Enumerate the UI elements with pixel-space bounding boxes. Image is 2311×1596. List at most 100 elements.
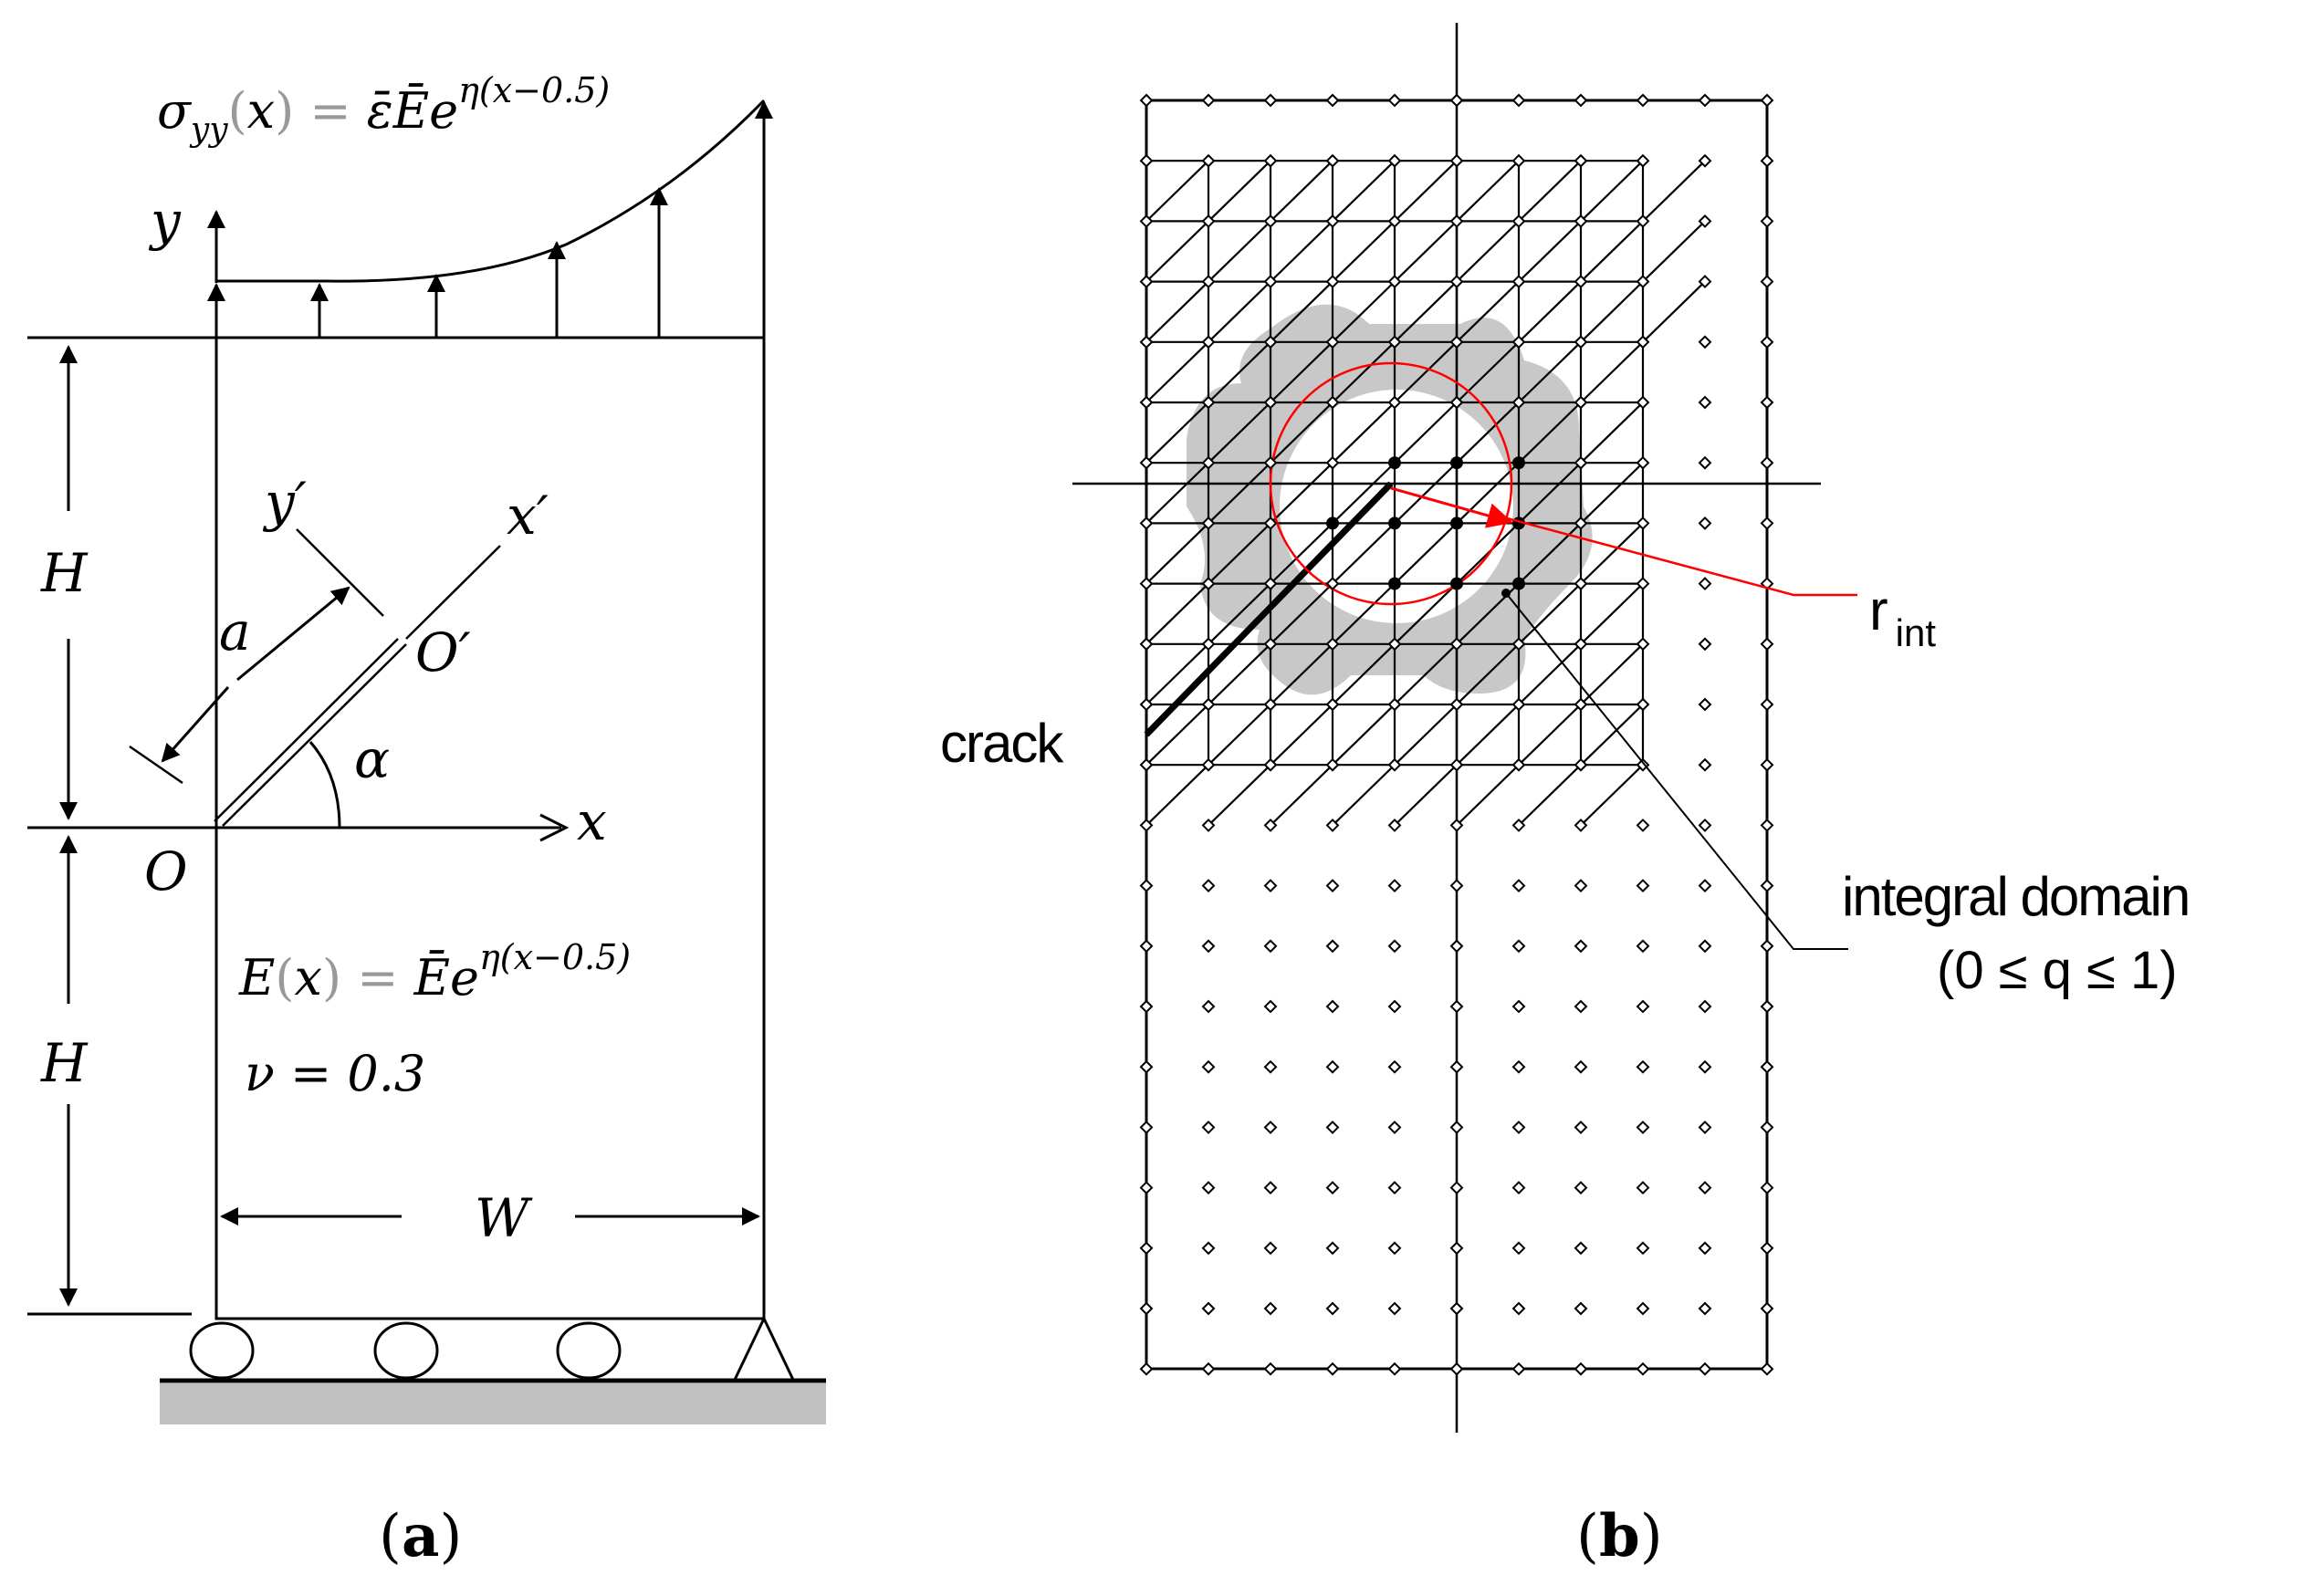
mesh-node bbox=[1325, 1181, 1340, 1195]
mesh-node bbox=[1760, 757, 1774, 772]
mesh-diagonal-line bbox=[1518, 582, 1582, 645]
mesh-node bbox=[1511, 637, 1526, 652]
mesh-diagonal-line bbox=[1145, 402, 1209, 464]
mesh-node bbox=[1325, 1241, 1340, 1256]
x-prime-label: x′ bbox=[507, 485, 549, 547]
mesh-node bbox=[1511, 1181, 1526, 1195]
mesh-diagonal-line bbox=[1145, 522, 1209, 585]
mesh-node bbox=[1698, 999, 1712, 1014]
mesh-node bbox=[1387, 939, 1402, 954]
mesh-diagonal-line bbox=[1270, 643, 1333, 705]
mesh-node bbox=[1263, 697, 1278, 712]
mesh-diagonal-line bbox=[1456, 341, 1520, 403]
mesh-diagonal-line bbox=[1332, 462, 1396, 525]
mesh-node bbox=[1325, 1301, 1340, 1316]
mesh-diagonal-line bbox=[1332, 582, 1396, 645]
mesh-node bbox=[1698, 395, 1712, 410]
mesh-node bbox=[1636, 214, 1650, 228]
mesh-node bbox=[1449, 1120, 1464, 1134]
mesh-node bbox=[1760, 455, 1774, 470]
mesh-node bbox=[1449, 697, 1464, 712]
mesh-node bbox=[1201, 1301, 1216, 1316]
mesh-node bbox=[1698, 1120, 1712, 1134]
mesh-node bbox=[1760, 214, 1774, 228]
mesh-diagonal-line bbox=[1518, 643, 1582, 705]
mesh-node bbox=[1574, 395, 1588, 410]
mesh-node bbox=[1201, 637, 1216, 652]
mesh-node bbox=[1574, 335, 1588, 349]
mesh-diagonal-line bbox=[1456, 643, 1520, 705]
mesh-node bbox=[1325, 577, 1340, 591]
mesh-node bbox=[1139, 999, 1154, 1014]
mesh-node bbox=[1760, 999, 1774, 1014]
mesh-node bbox=[1698, 153, 1712, 168]
mesh-node bbox=[1139, 757, 1154, 772]
mesh-node bbox=[1511, 757, 1526, 772]
radius-arrow bbox=[1390, 486, 1513, 528]
mesh-node bbox=[1325, 818, 1340, 832]
mesh-diagonal-line bbox=[1580, 643, 1644, 705]
mesh-node bbox=[1325, 1361, 1340, 1376]
mesh-node bbox=[1201, 818, 1216, 832]
mesh-diagonal-line bbox=[1270, 220, 1333, 283]
panel-a bbox=[27, 99, 826, 1383]
mesh-diagonal-line bbox=[1145, 462, 1209, 525]
origin-label: O bbox=[144, 840, 188, 902]
mesh-node bbox=[1449, 637, 1464, 652]
mesh-node bbox=[1263, 455, 1278, 470]
caption-a: (a) bbox=[379, 1502, 462, 1570]
mesh-node bbox=[1387, 1301, 1402, 1316]
mesh-node bbox=[1574, 697, 1588, 712]
mesh-node bbox=[1449, 818, 1464, 832]
mesh-node bbox=[1449, 879, 1464, 893]
mesh-node bbox=[1636, 335, 1650, 349]
mesh-node bbox=[1387, 1181, 1402, 1195]
mesh-node bbox=[1263, 818, 1278, 832]
mesh-diagonal-line bbox=[1394, 643, 1458, 705]
mesh-node bbox=[1387, 1120, 1402, 1134]
mesh-node bbox=[1139, 395, 1154, 410]
mesh-node bbox=[1698, 455, 1712, 470]
mesh-node bbox=[1636, 879, 1650, 893]
mesh-node-filled bbox=[1450, 577, 1463, 590]
domain-label-2: (0 ≤ q ≤ 1) bbox=[1937, 941, 2178, 1000]
mesh-node bbox=[1387, 637, 1402, 652]
crack-length-arrow-up bbox=[236, 586, 350, 682]
y-prime-label: y′ bbox=[262, 471, 307, 533]
mesh-node bbox=[1139, 275, 1154, 289]
mesh-node bbox=[1760, 1361, 1774, 1376]
mesh-node bbox=[1387, 395, 1402, 410]
mesh-node bbox=[1387, 335, 1402, 349]
mesh-node bbox=[1636, 637, 1650, 652]
x-axis-label: x bbox=[577, 790, 607, 852]
caption-b: (b) bbox=[1576, 1502, 1663, 1570]
mesh-node bbox=[1636, 999, 1650, 1014]
mesh-node bbox=[1263, 275, 1278, 289]
mesh-node bbox=[1325, 455, 1340, 470]
mesh-node bbox=[1139, 879, 1154, 893]
mesh-node bbox=[1325, 697, 1340, 712]
mesh-node bbox=[1574, 999, 1588, 1014]
mesh-diagonal-line bbox=[1580, 160, 1644, 223]
mesh-diagonal-line bbox=[1456, 764, 1520, 827]
mesh-diagonal-line bbox=[1394, 220, 1458, 283]
mesh-node bbox=[1263, 879, 1278, 893]
mesh-node bbox=[1698, 1301, 1712, 1316]
mesh-diagonal-line bbox=[1456, 704, 1520, 766]
mesh-node bbox=[1574, 1059, 1588, 1074]
mesh-node bbox=[1449, 153, 1464, 168]
mesh-node bbox=[1139, 455, 1154, 470]
mesh-node bbox=[1263, 577, 1278, 591]
ground bbox=[160, 1383, 826, 1424]
mesh-node bbox=[1636, 939, 1650, 954]
mesh-diagonal-line bbox=[1518, 160, 1582, 223]
mesh-diagonal-line bbox=[1518, 704, 1582, 766]
mesh-diagonal-line bbox=[1580, 341, 1644, 403]
mesh-node bbox=[1636, 697, 1650, 712]
mesh-diagonal-line bbox=[1456, 522, 1520, 585]
mesh-diagonal-line bbox=[1456, 220, 1520, 283]
mesh-node bbox=[1263, 153, 1278, 168]
mesh-diagonal-line bbox=[1394, 522, 1458, 585]
mesh-node-filled bbox=[1388, 577, 1401, 590]
